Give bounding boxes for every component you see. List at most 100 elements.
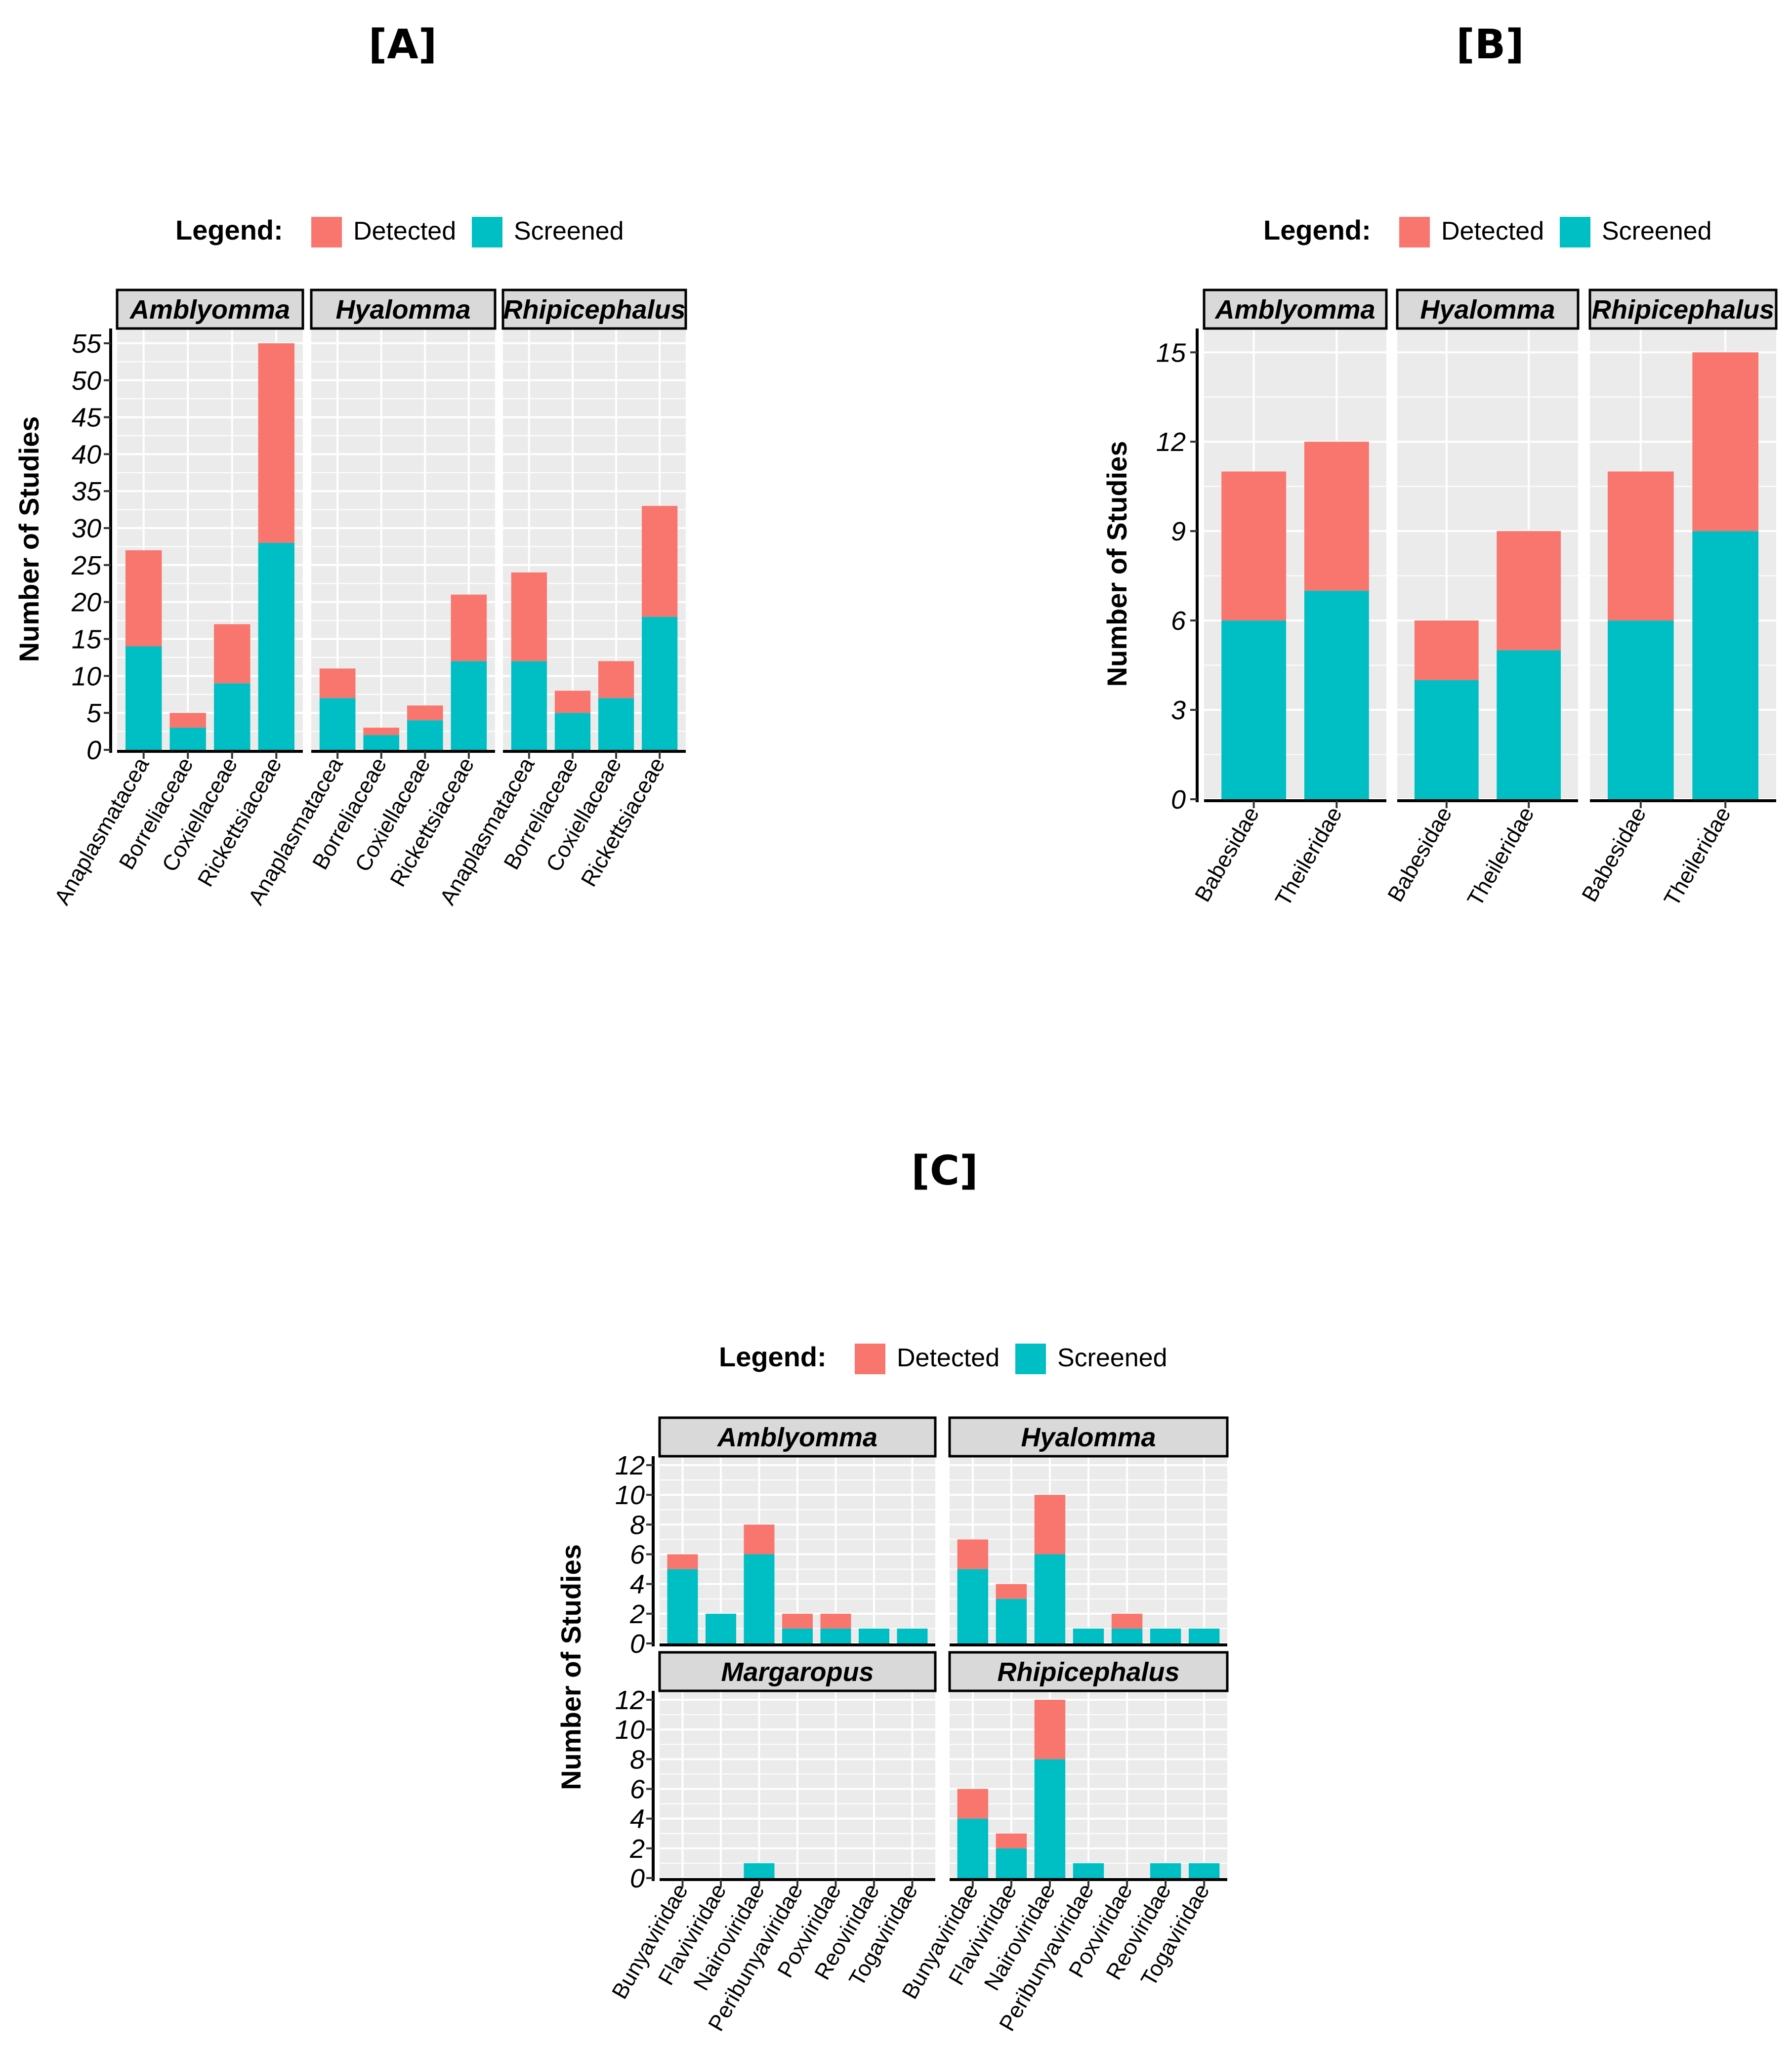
section-label-b: [B] <box>1456 21 1524 68</box>
x-tick-label-theileridae: Theileridae <box>1270 803 1347 910</box>
bar-screened-peribunyaviridae <box>782 1628 813 1643</box>
x-tick-label-theileridae: Theileridae <box>1659 803 1735 910</box>
facet-amblyomma: AmblyommaAnaplasmataceaBorreliaceaeCoxie… <box>49 288 304 909</box>
facet-strip <box>116 288 304 330</box>
facet-amblyomma: Amblyomma Babesidae Theileridae <box>1190 288 1388 910</box>
y-axis-title: Number of Studies <box>555 1544 586 1790</box>
bar-detected-theileridae <box>1304 442 1369 591</box>
bar-screened-togaviridae <box>1188 1863 1220 1878</box>
bar-screened-anaplasmatacea <box>511 661 547 750</box>
legend: Legend: Detected Screened <box>1263 214 1712 247</box>
bar-detected-babesidae <box>1414 620 1479 680</box>
bar-screened-bunyaviridae <box>957 1569 989 1643</box>
bar-detected-nairoviridae <box>1034 1495 1066 1555</box>
facet-strip-label: Rhipicephalus <box>503 295 685 325</box>
facet-strip <box>310 288 497 330</box>
legend-label-screened: Screened <box>1057 1344 1167 1372</box>
facet-strip-label: Margaropus <box>721 1657 874 1687</box>
bar-detected-theileridae <box>1497 531 1561 651</box>
legend-label-screened: Screened <box>514 217 624 246</box>
facet-strip-label: Hyalomma <box>335 295 470 325</box>
y-tick-label: 15 <box>1156 338 1186 368</box>
facet-strip <box>658 1651 937 1692</box>
facet-strip <box>658 1416 937 1458</box>
facet-strip <box>1588 288 1778 330</box>
bar-detected-bunyaviridae <box>667 1554 698 1569</box>
facet-strip-label: Amblyomma <box>1214 295 1375 325</box>
facet-rhipicephalus: RhipicephalusBunyaviridaeFlaviviridaeNai… <box>897 1651 1229 2035</box>
bar-screened-flaviviridae <box>996 1598 1027 1643</box>
bar-screened-togaviridae <box>897 1628 928 1643</box>
x-tick-label-theileridae: Theileridae <box>1462 803 1539 910</box>
bar-screened-coxiellaceae <box>407 720 443 750</box>
bar-detected-nairoviridae <box>1034 1700 1066 1760</box>
bar-detected-coxiellaceae <box>407 705 443 721</box>
y-tick-label: 0 <box>86 736 101 765</box>
bar-screened-borreliaceae <box>169 728 206 750</box>
facet-hyalomma: Hyalomma <box>948 1416 1229 1646</box>
y-tick-label: 3 <box>1171 696 1186 725</box>
y-tick-label: 55 <box>72 329 102 359</box>
legend-swatch-screened <box>472 217 502 247</box>
chart-a: [A] Legend: Detected Screened AmblyommaAnapl… <box>13 21 687 909</box>
legend: Legend: Detected Screened <box>175 214 624 247</box>
bar-screened-babesidae <box>1221 620 1287 799</box>
bar-screened-flaviviridae <box>996 1848 1027 1878</box>
legend-label-detected: Detected <box>897 1344 1000 1372</box>
bar-screened-anaplasmatacea <box>319 698 356 750</box>
section-label-a: [A] <box>369 21 437 68</box>
y-tick-label: 8 <box>630 1745 645 1774</box>
y-tick-label: 4 <box>630 1804 645 1834</box>
bar-detected-peribunyaviridae <box>782 1613 813 1629</box>
bar-screened-theileridae <box>1497 650 1561 799</box>
y-tick-label: 10 <box>615 1480 645 1510</box>
bar-screened-borreliaceae <box>554 713 591 750</box>
bar-detected-nairoviridae <box>744 1524 775 1555</box>
bar-screened-togaviridae <box>1188 1628 1220 1643</box>
y-tick-label: 4 <box>630 1570 645 1599</box>
bar-screened-reoviridae <box>1150 1628 1181 1643</box>
y-tick-label: 12 <box>615 1685 645 1715</box>
y-axis-title: Number of Studies <box>1101 441 1132 687</box>
facet-strip <box>948 1651 1229 1692</box>
bar-screened-nairoviridae <box>744 1863 775 1878</box>
facet-strip-label: Amblyomma <box>716 1423 877 1452</box>
facet-strip-label: Rhipicephalus <box>997 1657 1179 1687</box>
y-tick-label: 5 <box>86 698 102 728</box>
facet-strip <box>501 288 687 330</box>
section-label-c: [C] <box>911 1147 978 1194</box>
bar-screened-rickettsiaceae <box>258 542 294 750</box>
legend-label-screened: Screened <box>1602 217 1712 246</box>
y-tick-label: 8 <box>630 1510 645 1540</box>
bar-detected-bunyaviridae <box>957 1539 989 1569</box>
y-tick-label: 2 <box>629 1599 645 1629</box>
facet-strip-label: Amblyomma <box>129 295 290 325</box>
bar-screened-coxiellaceae <box>214 683 250 750</box>
legend-swatch-detected <box>855 1344 885 1374</box>
bar-screened-reoviridae <box>1150 1863 1181 1878</box>
chart-b: [B] Legend: Detected Screened Amblyomma Babes… <box>1101 21 1778 910</box>
y-tick-label: 20 <box>71 588 101 617</box>
y-tick-label: 6 <box>630 1775 645 1804</box>
bar-screened-theileridae <box>1304 590 1369 799</box>
y-tick-label: 35 <box>72 477 102 506</box>
bar-screened-reoviridae <box>859 1628 889 1643</box>
y-tick-label: 50 <box>72 366 101 396</box>
bar-detected-flaviviridae <box>996 1833 1027 1848</box>
y-tick-label: 12 <box>1156 427 1186 457</box>
facet-rhipicephalus: Rhipicephalus Babesidae Theileridae <box>1577 288 1778 910</box>
bar-screened-babesidae <box>1414 680 1479 799</box>
facet-strip-label: Hyalomma <box>1021 1423 1156 1452</box>
bar-detected-rickettsiaceae <box>451 594 487 661</box>
bar-detected-rickettsiaceae <box>258 343 294 543</box>
bar-detected-poxviridae <box>1111 1613 1143 1629</box>
bar-detected-coxiellaceae <box>214 624 250 684</box>
bar-detected-borreliaceae <box>554 691 591 713</box>
facet-amblyomma: Amblyomma <box>658 1416 937 1646</box>
legend-swatch-screened <box>1015 1344 1046 1374</box>
y-tick-label: 15 <box>72 625 102 655</box>
bar-screened-anaplasmatacea <box>125 646 162 750</box>
